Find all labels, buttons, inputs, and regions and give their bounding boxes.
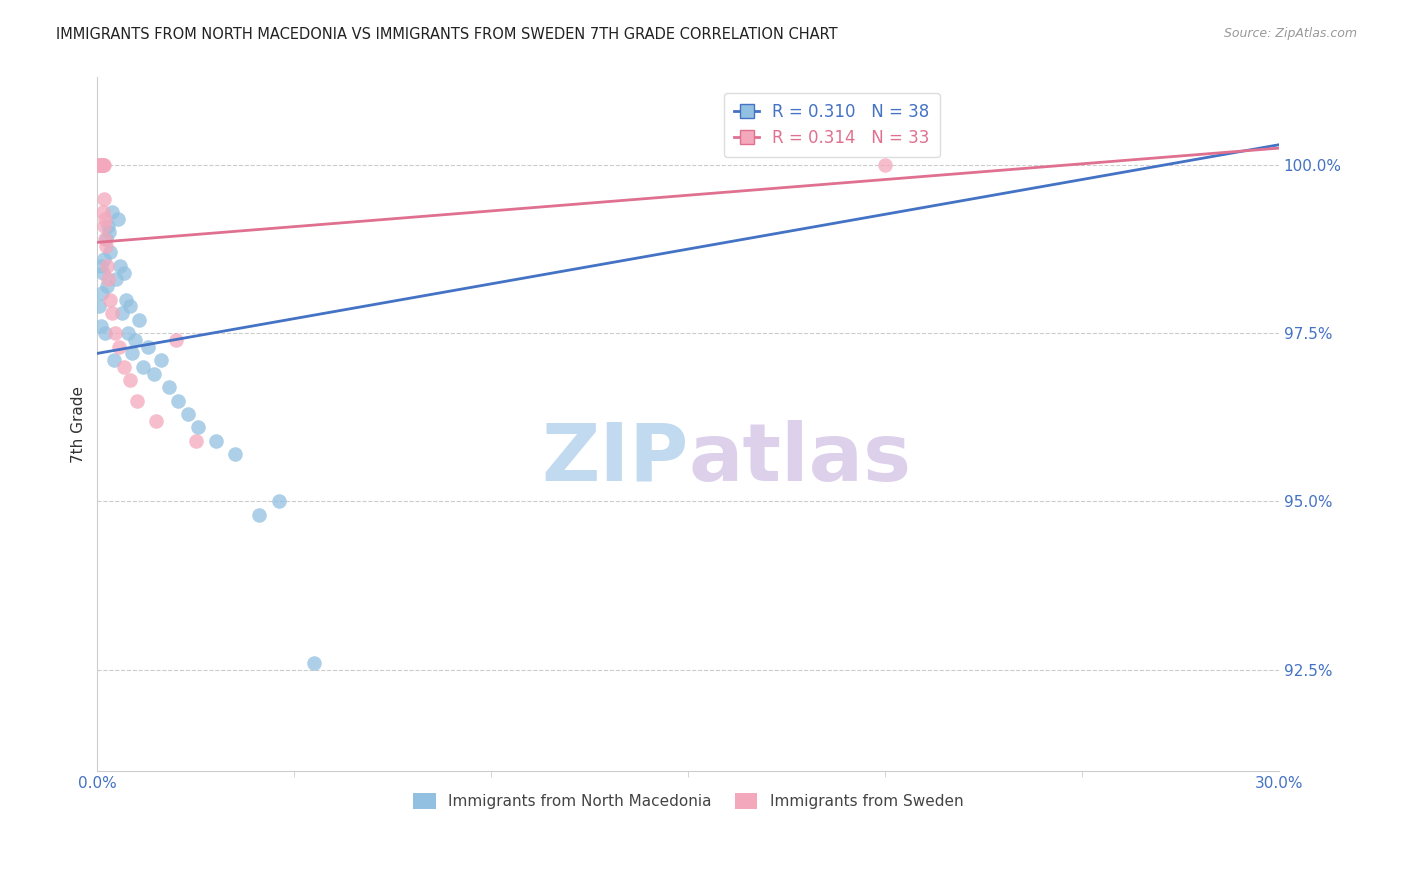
Point: [93, 219, 115, 233]
Point: [96, 279, 118, 293]
Point: [104, 272, 127, 286]
Point: [91, 285, 114, 300]
Point: [90, 158, 112, 172]
Text: atlas: atlas: [688, 420, 911, 498]
Point: [90, 158, 112, 172]
Point: [87, 158, 110, 172]
Point: [89, 299, 111, 313]
Point: [90, 158, 112, 172]
Point: [90, 319, 112, 334]
Point: [98, 293, 121, 307]
Point: [145, 414, 167, 428]
Point: [91, 266, 114, 280]
Point: [94, 326, 117, 341]
Point: [90, 158, 112, 172]
Point: [117, 326, 139, 341]
Point: [89, 158, 111, 172]
Point: [101, 306, 124, 320]
Y-axis label: 7th Grade: 7th Grade: [72, 385, 86, 463]
Point: [89, 158, 111, 172]
Point: [115, 293, 138, 307]
Point: [104, 326, 127, 341]
Point: [91, 158, 114, 172]
Point: [167, 393, 190, 408]
Point: [91, 158, 114, 172]
Point: [136, 340, 159, 354]
Point: [89, 158, 111, 172]
Point: [93, 158, 115, 172]
Point: [98, 245, 121, 260]
Point: [112, 359, 135, 374]
Point: [93, 192, 115, 206]
Point: [224, 447, 246, 461]
Point: [91, 158, 114, 172]
Point: [131, 359, 153, 374]
Point: [125, 393, 148, 408]
Legend: Immigrants from North Macedonia, Immigrants from Sweden: Immigrants from North Macedonia, Immigra…: [406, 787, 969, 815]
Point: [98, 225, 121, 239]
Text: IMMIGRANTS FROM NORTH MACEDONIA VS IMMIGRANTS FROM SWEDEN 7TH GRADE CORRELATION : IMMIGRANTS FROM NORTH MACEDONIA VS IMMIG…: [56, 27, 838, 42]
Point: [94, 238, 117, 252]
Point: [107, 211, 129, 226]
Text: ZIP: ZIP: [541, 420, 688, 498]
Point: [101, 205, 124, 219]
Point: [112, 266, 135, 280]
Point: [873, 158, 896, 172]
Point: [177, 407, 200, 421]
Point: [93, 252, 115, 267]
Point: [94, 211, 117, 226]
Point: [108, 340, 131, 354]
Point: [302, 656, 325, 670]
Point: [118, 373, 141, 387]
Point: [89, 158, 111, 172]
Point: [89, 259, 111, 273]
Point: [103, 353, 125, 368]
Point: [187, 420, 209, 434]
Point: [97, 219, 120, 233]
Point: [108, 259, 131, 273]
Point: [91, 205, 114, 219]
Point: [96, 259, 118, 273]
Point: [128, 312, 150, 326]
Point: [150, 353, 173, 368]
Point: [97, 272, 120, 286]
Point: [204, 434, 226, 448]
Point: [165, 333, 187, 347]
Point: [143, 367, 166, 381]
Point: [94, 232, 117, 246]
Point: [124, 333, 146, 347]
Point: [184, 434, 207, 448]
Point: [157, 380, 180, 394]
Point: [118, 299, 141, 313]
Text: Source: ZipAtlas.com: Source: ZipAtlas.com: [1223, 27, 1357, 40]
Point: [91, 158, 114, 172]
Point: [121, 346, 143, 360]
Point: [267, 494, 290, 508]
Point: [111, 306, 134, 320]
Point: [94, 232, 117, 246]
Point: [247, 508, 270, 522]
